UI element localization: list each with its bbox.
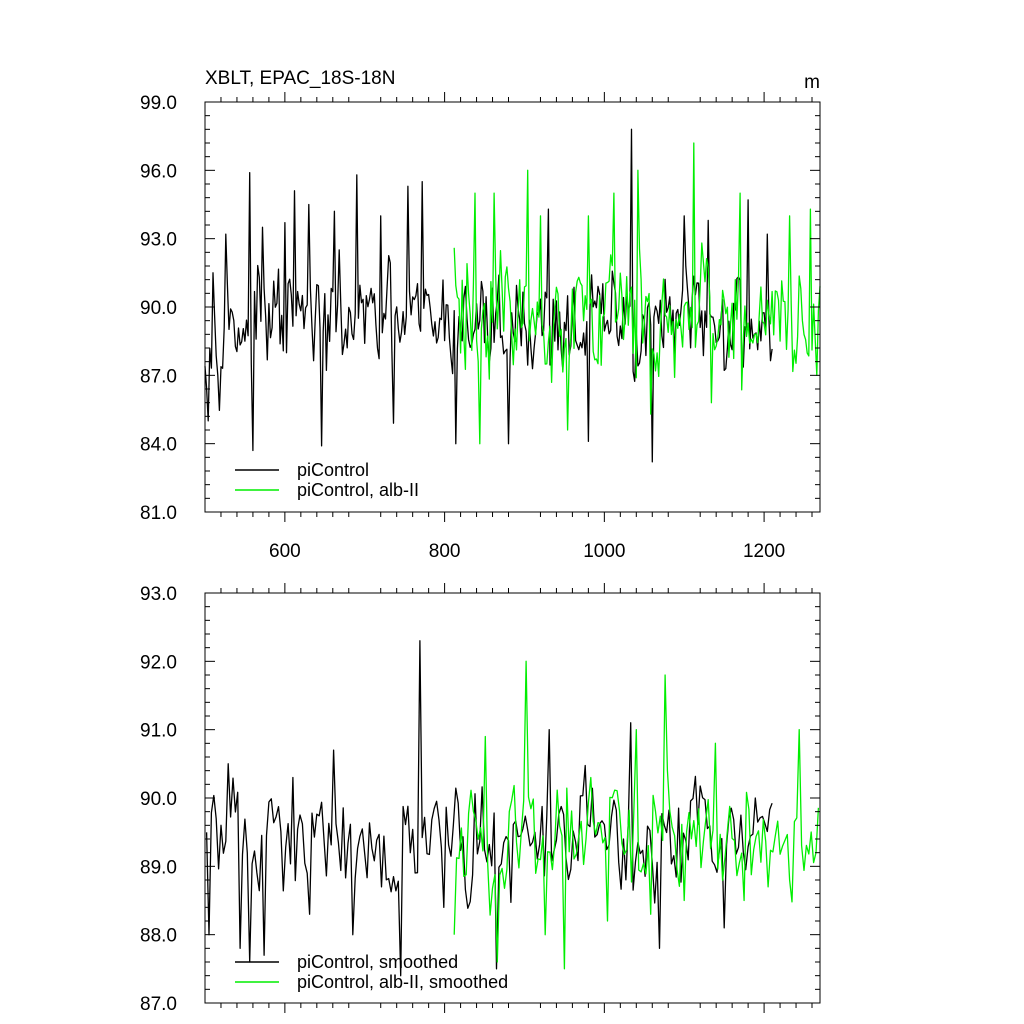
legend-label: piControl bbox=[297, 460, 369, 480]
legend-label: piControl, alb-II bbox=[297, 480, 419, 500]
y-tick-label: 93.0 bbox=[140, 584, 177, 605]
x-tick-label: 1000 bbox=[583, 541, 625, 562]
units-label: m bbox=[804, 72, 820, 93]
y-tick-label: 90.0 bbox=[140, 298, 177, 319]
series-line-picontrol bbox=[204, 128, 773, 463]
series-line-picontrol-alb-ii bbox=[453, 142, 821, 445]
y-tick-label: 96.0 bbox=[140, 161, 177, 182]
tick-layer: 87.0 88.0 89.0 90.0 91.0 92.0 93.0 bbox=[140, 583, 820, 1015]
x-tick-label: 1200 bbox=[743, 541, 785, 562]
top-panel: XBLT, EPAC_18S-18N m 81.0 84.0 87.0 90.0 93.… bbox=[140, 68, 821, 562]
y-tick-label: 87.0 bbox=[140, 994, 177, 1015]
y-tick-label: 89.0 bbox=[140, 857, 177, 878]
y-tick-label: 93.0 bbox=[140, 230, 177, 251]
bottom-panel: 87.0 88.0 89.0 90.0 91.0 92.0 93.0 piControl, … bbox=[140, 583, 821, 1015]
y-tick-label: 99.0 bbox=[140, 93, 177, 114]
series-layer bbox=[204, 128, 821, 463]
series-line-picontrol-alb-ii bbox=[453, 660, 820, 970]
x-tick-label: 800 bbox=[429, 541, 461, 562]
y-tick-label: 91.0 bbox=[140, 721, 177, 742]
legend-label: piControl, alb-II, smoothed bbox=[297, 972, 508, 992]
y-tick-label: 88.0 bbox=[140, 926, 177, 947]
y-tick-label: 90.0 bbox=[140, 789, 177, 810]
y-tick-label: 84.0 bbox=[140, 435, 177, 456]
tick-layer: 81.0 84.0 87.0 90.0 93.0 96.0 99.0 600 800 1000 12… bbox=[140, 92, 820, 562]
y-tick-label: 81.0 bbox=[140, 503, 177, 524]
series-layer bbox=[205, 640, 820, 977]
series-line-picontrol bbox=[205, 640, 773, 977]
y-tick-label: 87.0 bbox=[140, 366, 177, 387]
chart-title: XBLT, EPAC_18S-18N bbox=[205, 68, 395, 89]
y-tick-label: 92.0 bbox=[140, 652, 177, 673]
x-tick-label: 600 bbox=[269, 541, 301, 562]
legend-label: piControl, smoothed bbox=[297, 952, 458, 972]
